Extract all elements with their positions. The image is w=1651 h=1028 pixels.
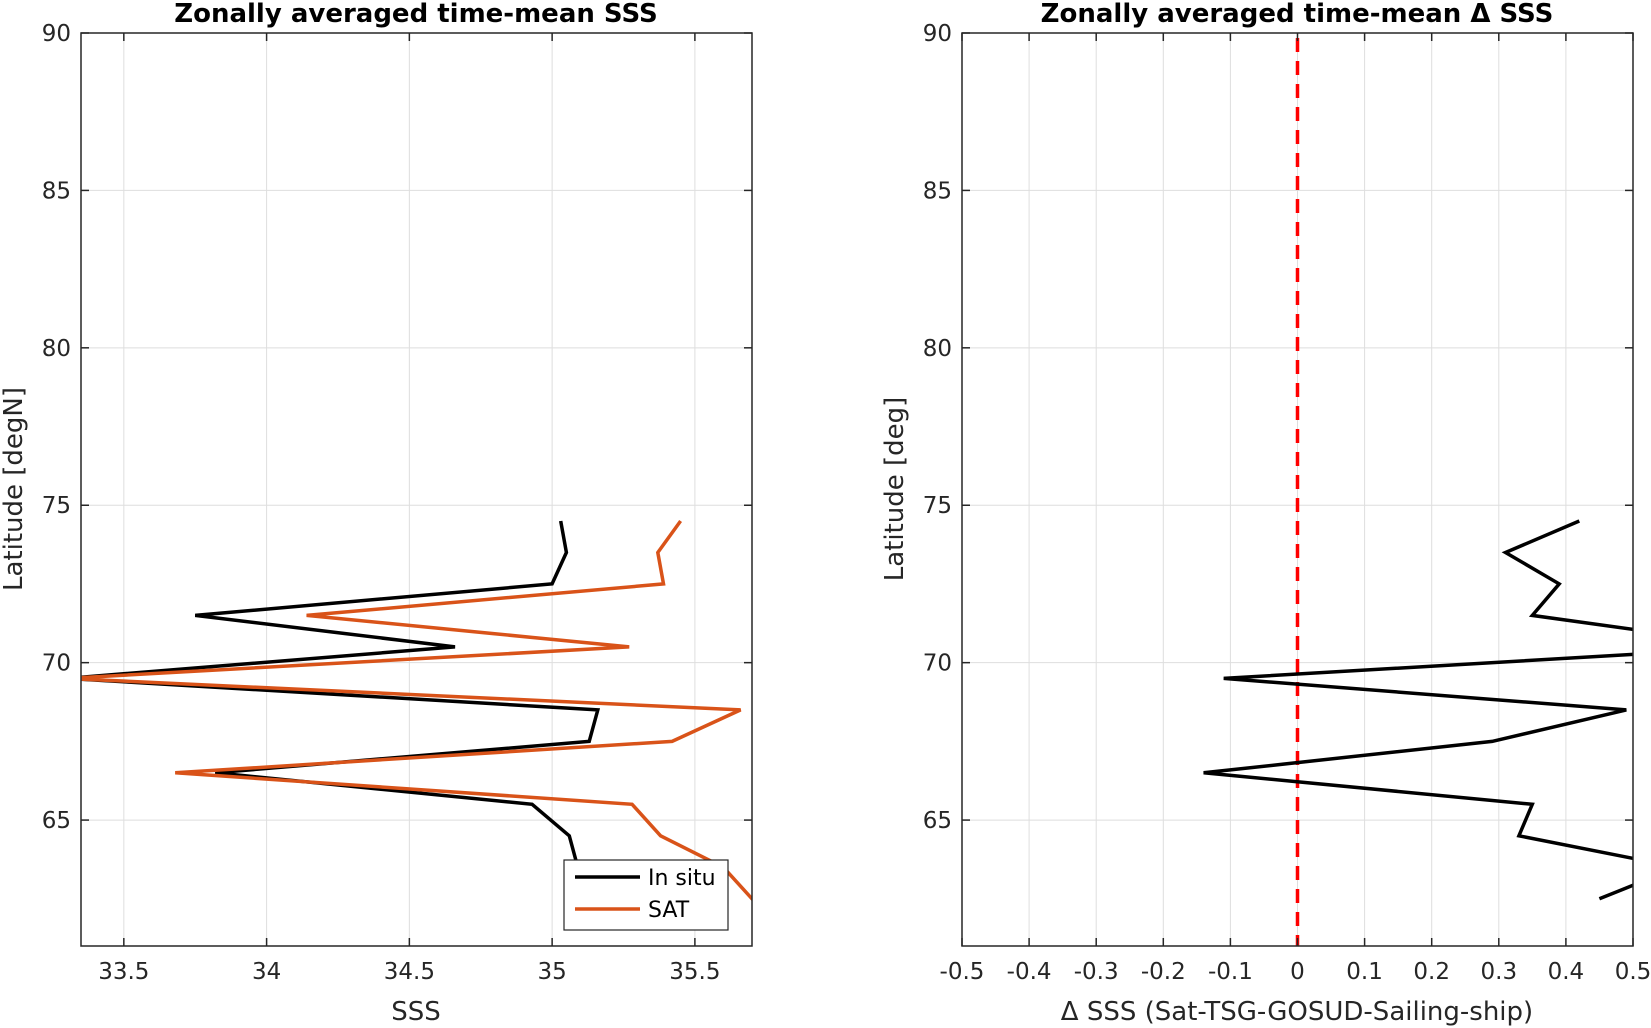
left-y-tick-label: 85 bbox=[42, 178, 71, 204]
right-y-tick-label: 85 bbox=[923, 178, 952, 204]
left-y-tick-label: 65 bbox=[42, 808, 71, 834]
right-y-tick-label: 80 bbox=[923, 336, 952, 362]
left-x-axis-label: SSS bbox=[391, 997, 441, 1027]
left-panel: 33.5 34 34.5 35 35.5 65 70 75 80 85 90 Zonally ave… bbox=[0, 0, 753, 1027]
left-series-line-sat bbox=[81, 519, 752, 902]
left-x-tick-label: 35 bbox=[537, 959, 566, 985]
legend-label-sat: SAT bbox=[648, 898, 690, 923]
left-title: Zonally averaged time-mean SSS bbox=[174, 0, 658, 29]
right-x-tick-label: 0 bbox=[1290, 959, 1305, 985]
right-title: Zonally averaged time-mean Δ SSS bbox=[1041, 0, 1554, 29]
legend-label-in-situ: In situ bbox=[648, 866, 716, 891]
right-ticks: -0.5 -0.4 -0.3 -0.2 -0.1 0 0.1 0.2 0.3 0.4 0.5 65 70… bbox=[923, 21, 1651, 985]
right-x-axis-label: Δ SSS (Sat-TSG-GOSUD-Sailing-ship) bbox=[1061, 997, 1533, 1027]
right-x-tick-label: 0.1 bbox=[1346, 959, 1383, 985]
right-panel: -0.5 -0.4 -0.3 -0.2 -0.1 0 0.1 0.2 0.3 0.4 0.5 65 70… bbox=[880, 0, 1651, 1027]
left-x-tick-label: 34 bbox=[252, 959, 281, 985]
left-y-tick-label: 90 bbox=[42, 21, 71, 47]
right-x-tick-label: 0.4 bbox=[1548, 959, 1585, 985]
left-grid bbox=[81, 32, 752, 946]
right-y-tick-label: 75 bbox=[923, 493, 952, 519]
left-y-tick-label: 70 bbox=[42, 651, 71, 677]
right-x-tick-label: 0.2 bbox=[1413, 959, 1450, 985]
left-axes-box bbox=[80, 32, 753, 947]
left-x-tick-label: 33.5 bbox=[98, 959, 149, 985]
right-series bbox=[1203, 38, 1633, 946]
right-x-tick-label: -0.4 bbox=[1007, 959, 1052, 985]
left-series bbox=[81, 519, 752, 902]
left-ticks: 33.5 34 34.5 35 35.5 65 70 75 80 85 90 bbox=[42, 21, 752, 985]
legend-box bbox=[563, 859, 729, 931]
left-y-tick-label: 75 bbox=[42, 493, 71, 519]
left-y-axis-label: Latitude [degN] bbox=[0, 387, 29, 591]
right-y-axis-label: Latitude [deg] bbox=[880, 397, 910, 582]
left-series-line-in-situ bbox=[81, 520, 601, 868]
right-series-line-delta bbox=[1203, 519, 1633, 901]
right-y-tick-label: 70 bbox=[923, 651, 952, 677]
left-y-tick-label: 80 bbox=[42, 336, 71, 362]
right-x-tick-label: 0.5 bbox=[1615, 959, 1651, 985]
right-x-tick-label: -0.5 bbox=[940, 959, 985, 985]
left-x-tick-label: 35.5 bbox=[669, 959, 720, 985]
right-y-tick-label: 65 bbox=[923, 808, 952, 834]
left-x-tick-label: 34.5 bbox=[384, 959, 435, 985]
right-x-tick-label: -0.2 bbox=[1141, 959, 1186, 985]
right-y-tick-label: 90 bbox=[923, 21, 952, 47]
right-x-tick-label: 0.3 bbox=[1481, 959, 1518, 985]
right-x-tick-label: -0.3 bbox=[1074, 959, 1119, 985]
legend: In situ SAT bbox=[563, 859, 729, 931]
right-x-tick-label: -0.1 bbox=[1208, 959, 1253, 985]
